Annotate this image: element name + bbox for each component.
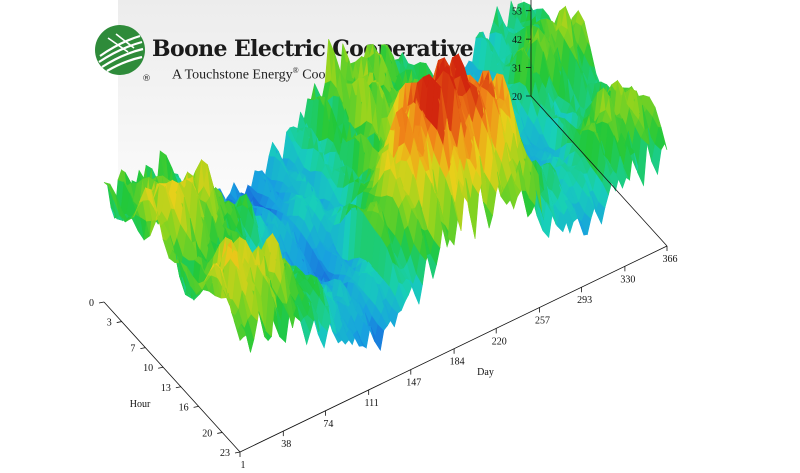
boone-electric-logo: ® Boone Electric Cooperative A Touchston…	[94, 24, 474, 96]
mw-tick-label: 20	[512, 92, 522, 103]
hour-tick	[116, 321, 122, 323]
hour-tick-label: 20	[202, 428, 212, 439]
mw-tick-label: 31	[512, 64, 522, 75]
hour-tick	[234, 451, 241, 454]
chart-axes: 1 38 74 111 147 184 220 257 293 330 366 Day 0 3 7 10 13 1…	[89, 0, 678, 471]
hour-tick-label: 3	[107, 318, 112, 329]
day-tick-label: 220	[492, 336, 507, 347]
hour-axis-title: Hour	[130, 399, 151, 410]
hour-tick	[140, 347, 146, 350]
hour-tick-label: 16	[179, 402, 189, 413]
day-tick-label: 147	[406, 378, 421, 389]
hour-tick	[193, 405, 199, 408]
hour-tick	[98, 301, 105, 304]
tagline-registered: ®	[292, 66, 299, 75]
hour-tick	[158, 366, 164, 369]
mw-tick-label: 42	[512, 35, 522, 46]
day-tick-label: 293	[577, 295, 592, 306]
hour-axis-line	[103, 301, 241, 453]
day-tick-label: 74	[323, 419, 333, 430]
surface-cell	[658, 126, 668, 151]
day-axis-title: Day	[477, 367, 494, 378]
day-tick-label: 330	[620, 274, 635, 285]
company-name: Boone Electric Cooperative	[152, 36, 474, 62]
hour-tick-label: 7	[130, 344, 135, 355]
day-tick-label: 184	[450, 357, 465, 368]
day-axis-line	[239, 245, 668, 453]
hour-tick	[217, 432, 223, 434]
registered-mark: ®	[142, 74, 151, 84]
tagline-prefix: A Touchstone Energy	[172, 67, 293, 83]
hour-tick-label: 0	[89, 298, 94, 309]
mw-tick-label: 53	[512, 7, 522, 18]
hour-tick-label: 13	[161, 383, 171, 394]
day-tick-label: 366	[663, 254, 678, 265]
day-tick-label: 111	[365, 398, 379, 409]
surface-plot	[103, 0, 668, 353]
hour-tick-label: 23	[220, 448, 230, 459]
hour-tick-label: 10	[143, 363, 153, 374]
day-tick-label: 1	[241, 460, 246, 471]
depth-edge-line	[530, 95, 668, 247]
day-tick-label: 257	[535, 316, 550, 327]
day-tick-label: 38	[281, 439, 291, 450]
hour-tick	[175, 386, 181, 389]
boone-globe-icon	[95, 25, 145, 75]
